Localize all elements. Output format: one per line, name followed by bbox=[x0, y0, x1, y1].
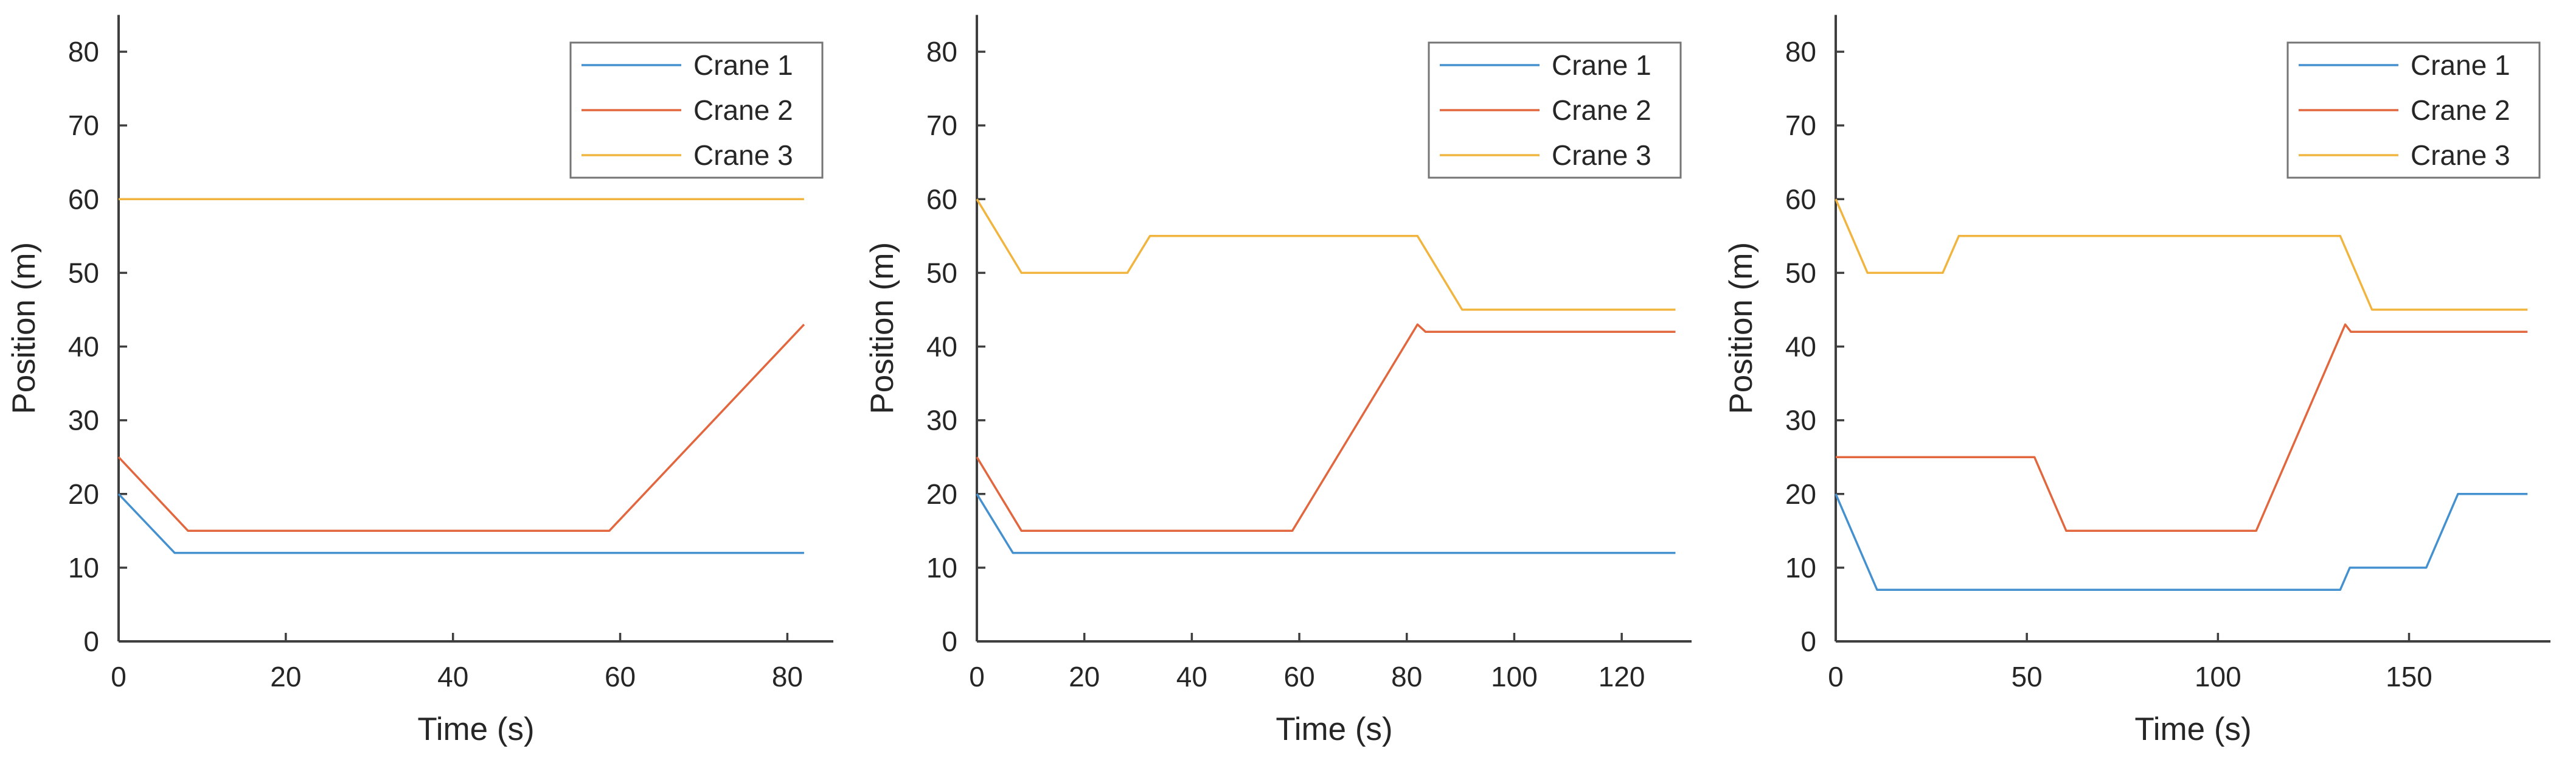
y-tick-label: 70 bbox=[926, 110, 957, 141]
x-tick-label: 40 bbox=[437, 661, 468, 692]
x-tick-label: 0 bbox=[1828, 661, 1844, 692]
y-tick-label: 0 bbox=[83, 626, 99, 657]
series-line-crane-2 bbox=[1836, 323, 2528, 532]
legend: Crane 1 Crane 2 Crane 3 bbox=[569, 41, 824, 179]
y-tick-label: 60 bbox=[926, 183, 957, 215]
y-tick-label: 20 bbox=[926, 478, 957, 510]
legend: Crane 1 Crane 2 Crane 3 bbox=[2286, 41, 2541, 179]
y-tick-label: 80 bbox=[68, 36, 99, 68]
y-tick-label: 70 bbox=[68, 110, 99, 141]
series-line-crane-3 bbox=[1835, 198, 2528, 311]
y-tick-label: 30 bbox=[68, 405, 99, 436]
x-axis-title: Time (s) bbox=[1276, 711, 1392, 747]
series-line-crane-1 bbox=[1835, 493, 2528, 591]
x-tick-label: 100 bbox=[1491, 661, 1538, 692]
legend-entry-label-crane-2: Crane 2 bbox=[693, 94, 793, 126]
y-tick-label: 40 bbox=[68, 331, 99, 363]
series-line-crane-3 bbox=[976, 198, 1676, 311]
series-line-crane-1 bbox=[117, 493, 804, 554]
legend-entry-label-crane-1: Crane 1 bbox=[1552, 49, 1651, 81]
series-line-crane-2 bbox=[976, 323, 1676, 532]
legend-entry-label-crane-1: Crane 1 bbox=[2411, 49, 2510, 81]
y-tick-label: 60 bbox=[68, 183, 99, 215]
x-tick-label: 80 bbox=[772, 661, 803, 692]
y-tick-label: 10 bbox=[68, 552, 99, 584]
x-tick-label: 40 bbox=[1176, 661, 1207, 692]
crane-position-subplot-2: 0 20 40 60 80 100 120 0 10 20 30 40 50 60 70 80 Time (s)… bbox=[858, 0, 1717, 757]
y-tick-label: 40 bbox=[1785, 331, 1816, 363]
x-tick-label: 20 bbox=[270, 661, 301, 692]
series-line-crane-2 bbox=[117, 323, 805, 532]
y-tick-label: 10 bbox=[926, 552, 957, 584]
y-tick-label: 10 bbox=[1785, 552, 1816, 584]
x-tick-label: 150 bbox=[2386, 661, 2432, 692]
x-tick-label: 0 bbox=[111, 661, 127, 692]
y-tick-label: 80 bbox=[926, 36, 957, 68]
legend-entry-label-crane-2: Crane 2 bbox=[2411, 94, 2510, 126]
x-tick-label: 20 bbox=[1069, 661, 1100, 692]
legend-entry-label-crane-3: Crane 3 bbox=[1552, 139, 1651, 171]
y-tick-label: 40 bbox=[926, 331, 957, 363]
x-tick-label: 60 bbox=[1283, 661, 1314, 692]
y-tick-label: 30 bbox=[926, 405, 957, 436]
crane-position-chart-3: 0 50 100 150 0 10 20 30 40 50 60 70 80 Time (s) Positi… bbox=[1723, 15, 2550, 747]
y-tick-label: 60 bbox=[1785, 183, 1816, 215]
y-tick-label: 50 bbox=[1785, 257, 1816, 288]
y-axis-title: Position (m) bbox=[6, 242, 42, 414]
x-tick-label: 0 bbox=[969, 661, 985, 692]
legend-entry-label-crane-2: Crane 2 bbox=[1552, 94, 1651, 126]
x-tick-label: 100 bbox=[2195, 661, 2241, 692]
x-axis-title: Time (s) bbox=[2134, 711, 2251, 747]
legend-entry-label-crane-3: Crane 3 bbox=[693, 139, 793, 171]
y-tick-label: 20 bbox=[1785, 478, 1816, 510]
y-axis-title: Position (m) bbox=[1723, 242, 1759, 414]
crane-position-chart-1: 0 20 40 60 80 0 10 20 30 40 50 60 70 80 Time (s) Positi… bbox=[6, 15, 833, 747]
x-tick-label: 120 bbox=[1599, 661, 1645, 692]
x-tick-label: 60 bbox=[605, 661, 636, 692]
y-tick-label: 20 bbox=[68, 478, 99, 510]
y-tick-label: 50 bbox=[926, 257, 957, 288]
y-tick-label: 50 bbox=[68, 257, 99, 288]
y-axis-title: Position (m) bbox=[864, 242, 900, 414]
legend: Crane 1 Crane 2 Crane 3 bbox=[1428, 41, 1682, 179]
x-tick-label: 80 bbox=[1391, 661, 1422, 692]
legend-entry-label-crane-1: Crane 1 bbox=[693, 49, 793, 81]
legend-entry-label-crane-3: Crane 3 bbox=[2411, 139, 2510, 171]
crane-position-chart-2: 0 20 40 60 80 100 120 0 10 20 30 40 50 60 70 80 Time (s)… bbox=[864, 15, 1692, 747]
crane-position-subplot-3: 0 50 100 150 0 10 20 30 40 50 60 70 80 Time (s) Positi… bbox=[1717, 0, 2576, 757]
y-tick-label: 80 bbox=[1785, 36, 1816, 68]
y-tick-label: 70 bbox=[1785, 110, 1816, 141]
crane-position-subplot-1: 0 20 40 60 80 0 10 20 30 40 50 60 70 80 Time (s) Positi… bbox=[0, 0, 859, 757]
series-line-crane-1 bbox=[976, 493, 1676, 554]
x-axis-title: Time (s) bbox=[417, 711, 534, 747]
y-tick-label: 30 bbox=[1785, 405, 1816, 436]
y-tick-label: 0 bbox=[942, 626, 957, 657]
x-tick-label: 50 bbox=[2012, 661, 2043, 692]
y-tick-label: 0 bbox=[1800, 626, 1816, 657]
